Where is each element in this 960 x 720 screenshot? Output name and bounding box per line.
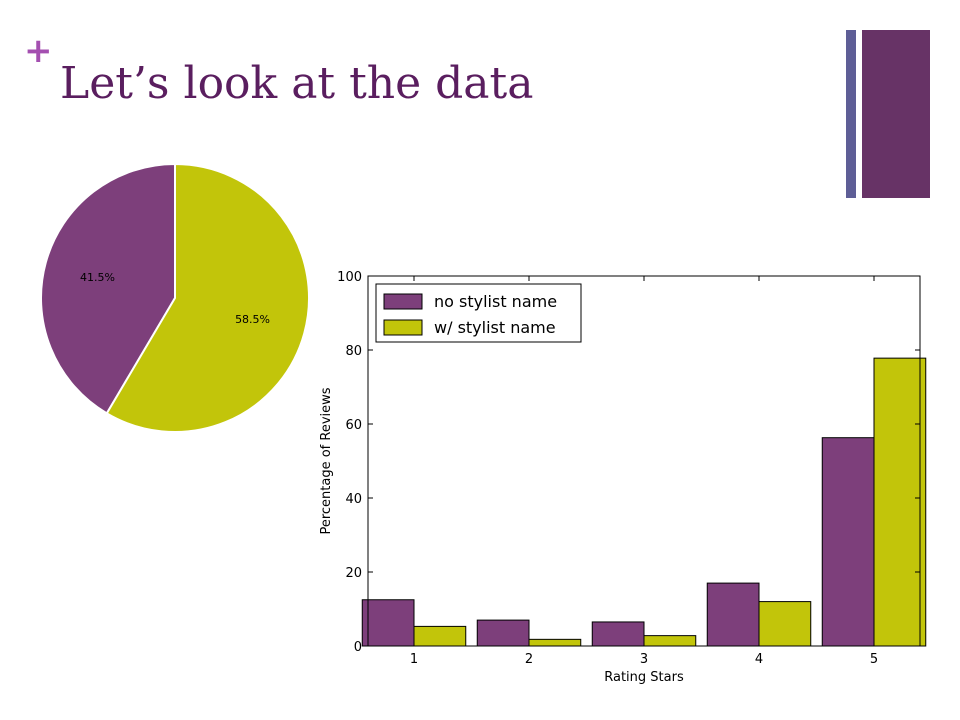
pie-slice-label: 58.5% — [235, 313, 270, 326]
y-tick-label: 100 — [337, 270, 362, 285]
bar-with-stylist — [413, 625, 467, 647]
bar-no-stylist — [361, 599, 415, 647]
pie-slice — [40, 162, 176, 415]
bar-no-stylist — [591, 621, 645, 647]
bar-no-stylist — [706, 582, 760, 647]
bar-with-stylist — [758, 601, 812, 647]
x-tick-label: 3 — [640, 652, 648, 667]
y-tick-label: 80 — [345, 344, 362, 359]
y-tick-label: 40 — [345, 492, 362, 507]
x-tick-label: 5 — [870, 652, 878, 667]
bar-with-stylist — [873, 357, 927, 647]
bar-with-stylist — [528, 638, 582, 647]
y-tick-label: 60 — [345, 418, 362, 433]
slide-plus-marker: + — [24, 31, 53, 71]
y-axis-label: Percentage of Reviews — [319, 387, 334, 534]
y-tick-label: 20 — [345, 566, 362, 581]
pie-slice — [105, 162, 310, 433]
slide-title: Let’s look at the data — [60, 58, 534, 109]
decorative-bar-wide — [862, 30, 930, 198]
legend-label: no stylist name — [434, 292, 557, 311]
x-tick-label: 1 — [410, 652, 418, 667]
bar-no-stylist — [821, 437, 875, 647]
x-tick-label: 4 — [755, 652, 763, 667]
bar-no-stylist — [476, 619, 530, 647]
bar-with-stylist — [643, 635, 697, 647]
decorative-bar-thin — [846, 30, 856, 198]
legend-label: w/ stylist name — [434, 318, 556, 337]
legend-swatch — [383, 319, 423, 336]
x-tick-label: 2 — [525, 652, 533, 667]
pie-slice-label: 41.5% — [80, 271, 115, 284]
legend-swatch — [383, 293, 423, 310]
y-tick-label: 0 — [354, 640, 362, 655]
x-axis-label: Rating Stars — [604, 670, 684, 685]
